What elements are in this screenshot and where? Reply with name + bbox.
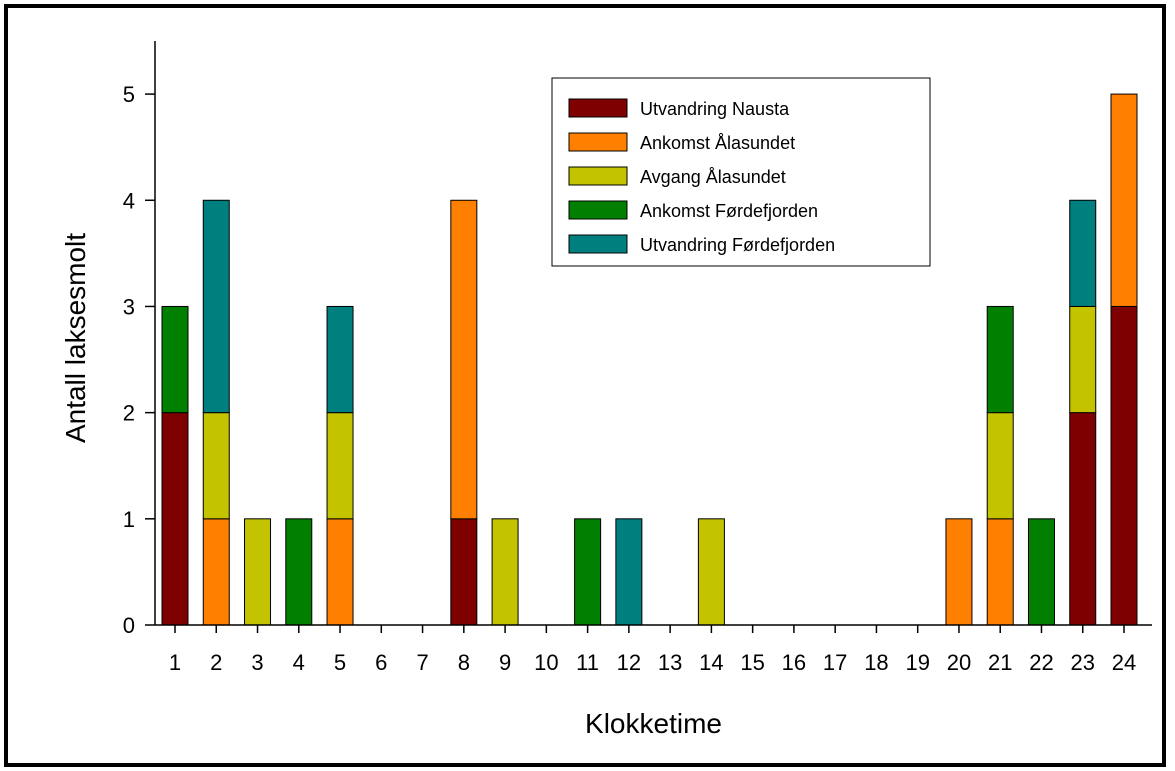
bar-segment-hour-23-utvandring-f-rdefjorden: [1069, 199, 1097, 307]
x-tick-label: 16: [782, 650, 806, 675]
bar-segment-hour-11-ankomst-f-rdefjorden: [574, 518, 602, 626]
x-tick-label: 4: [293, 650, 305, 675]
x-tick-label: 5: [334, 650, 346, 675]
bar-segment-hour-4-ankomst-f-rdefjorden: [285, 518, 313, 626]
legend-swatch: [568, 166, 628, 186]
bar-segment-hour-22-ankomst-f-rdefjorden: [1027, 518, 1055, 626]
x-tick-label: 20: [947, 650, 971, 675]
bar-segment-hour-2-ankomst-lasundet: [202, 518, 230, 626]
x-tick-label: 18: [864, 650, 888, 675]
bar-segment-hour-14-avgang-lasundet: [697, 518, 725, 626]
x-tick-label: 24: [1112, 650, 1136, 675]
bar-segment-hour-24-utvandring-nausta: [1110, 305, 1138, 626]
bar-segment-hour-24-ankomst-lasundet: [1110, 93, 1138, 307]
x-tick-label: 19: [905, 650, 929, 675]
legend-label: Utvandring Førdefjorden: [640, 235, 835, 255]
legend-swatch: [568, 200, 628, 220]
bar-segment-hour-2-avgang-lasundet: [202, 412, 230, 520]
x-tick-label: 22: [1029, 650, 1053, 675]
bar-segment-hour-5-utvandring-f-rdefjorden: [326, 305, 354, 414]
bar-segment-hour-8-ankomst-lasundet: [450, 199, 478, 520]
bar-segment-hour-5-avgang-lasundet: [326, 412, 354, 520]
legend-swatch: [568, 98, 628, 118]
bar-segment-hour-12-utvandring-f-rdefjorden: [615, 518, 643, 626]
bar-segment-hour-9-avgang-lasundet: [491, 518, 519, 626]
bar-segment-hour-23-avgang-lasundet: [1069, 305, 1097, 414]
x-tick-label: 8: [458, 650, 470, 675]
x-tick-label: 10: [534, 650, 558, 675]
legend-label: Ankomst Førdefjorden: [640, 201, 818, 221]
legend-label: Ankomst Ålasundet: [640, 133, 795, 153]
y-tick-label: 0: [123, 613, 135, 638]
y-tick-label: 4: [123, 188, 135, 213]
x-tick-label: 9: [499, 650, 511, 675]
bar-segment-hour-1-utvandring-nausta: [161, 412, 189, 626]
legend: Utvandring Nausta Ankomst Ålasundet Avgang…: [551, 77, 931, 267]
legend-label: Utvandring Nausta: [640, 99, 790, 119]
x-tick-label: 12: [617, 650, 641, 675]
x-tick-label: 6: [375, 650, 387, 675]
y-tick-label: 5: [123, 82, 135, 107]
y-tick-label: 2: [123, 401, 135, 426]
x-tick-label: 7: [416, 650, 428, 675]
x-tick-label: 1: [169, 650, 181, 675]
bar-segment-hour-21-ankomst-f-rdefjorden: [986, 305, 1014, 414]
x-tick-label: 14: [699, 650, 723, 675]
bar-segment-hour-20-ankomst-lasundet: [945, 518, 973, 626]
y-tick-label: 1: [123, 507, 135, 532]
y-axis-title: Antall laksesmolt: [60, 233, 91, 443]
bar-segment-hour-21-ankomst-lasundet: [986, 518, 1014, 626]
x-tick-label: 15: [740, 650, 764, 675]
x-tick-label: 17: [823, 650, 847, 675]
bar-segment-hour-1-ankomst-f-rdefjorden: [161, 305, 189, 414]
legend-label: Avgang Ålasundet: [640, 167, 786, 187]
bar-segment-hour-23-utvandring-nausta: [1069, 412, 1097, 626]
legend-swatch: [568, 234, 628, 254]
x-tick-label: 3: [251, 650, 263, 675]
y-tick-label: 3: [123, 294, 135, 319]
x-tick-label: 2: [210, 650, 222, 675]
bar-segment-hour-21-avgang-lasundet: [986, 412, 1014, 520]
x-axis-title: Klokketime: [585, 708, 722, 739]
bar-segment-hour-8-utvandring-nausta: [450, 518, 478, 626]
x-tick-label: 21: [988, 650, 1012, 675]
legend-swatch: [568, 132, 628, 152]
x-tick-label: 13: [658, 650, 682, 675]
x-tick-label: 23: [1070, 650, 1094, 675]
bar-segment-hour-2-utvandring-f-rdefjorden: [202, 199, 230, 414]
bar-segment-hour-5-ankomst-lasundet: [326, 518, 354, 626]
bar-segment-hour-3-avgang-lasundet: [244, 518, 272, 626]
bars-layer: [161, 93, 1138, 626]
x-tick-label: 11: [576, 650, 599, 675]
